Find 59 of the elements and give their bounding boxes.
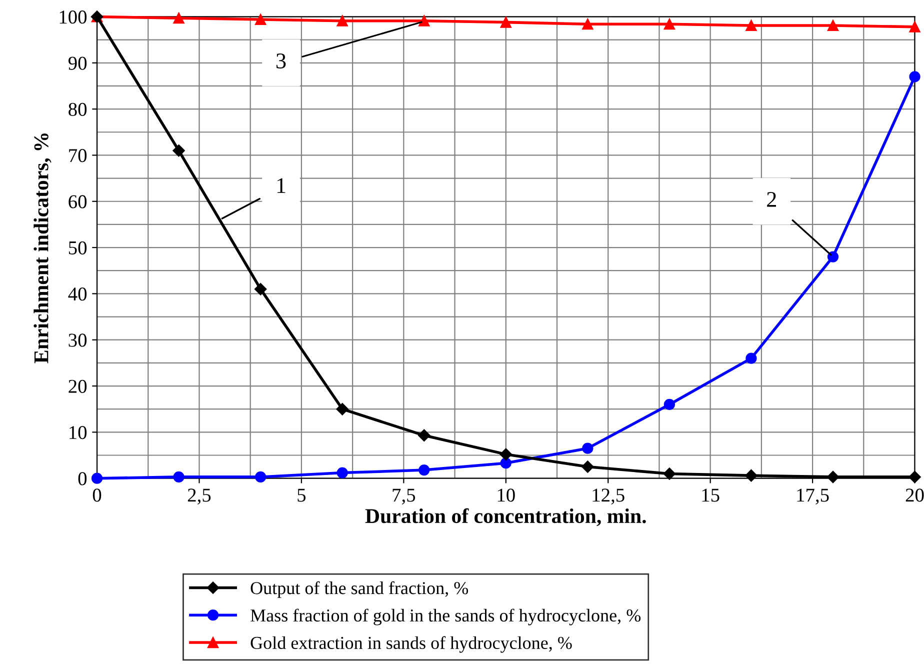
point <box>827 20 839 32</box>
point <box>255 14 266 26</box>
point <box>500 448 512 460</box>
y-tick-label: 20 <box>68 380 87 393</box>
point <box>173 12 184 24</box>
x-tick-label: 7,5 <box>392 488 416 505</box>
y-tick-label: 90 <box>68 56 87 70</box>
point <box>172 144 185 157</box>
y-tick-label: 100 <box>60 10 87 24</box>
legend-label: Mass fraction of gold in the sands of hydrocyclone, % <box>250 608 641 626</box>
point <box>418 15 430 26</box>
y-tick-label: 30 <box>68 334 87 347</box>
point <box>173 471 184 483</box>
x-tick-label: 12,5 <box>592 488 624 505</box>
point <box>91 472 103 484</box>
y-tick-label: 40 <box>68 288 87 301</box>
y-tick-label: 60 <box>68 195 87 208</box>
point <box>255 471 266 483</box>
point <box>336 402 348 416</box>
y-tick-label: 50 <box>68 241 87 254</box>
point <box>909 71 920 82</box>
x-tick-label: 10 <box>498 488 515 502</box>
point <box>582 18 594 30</box>
point <box>746 352 757 364</box>
point <box>418 429 430 442</box>
x-tick-label: 0 <box>92 488 102 502</box>
point <box>664 18 675 30</box>
point <box>582 442 594 454</box>
y-axis-title: Enrichment indicators, % <box>34 133 52 364</box>
x-tick-label: 15 <box>702 488 720 502</box>
point <box>336 15 348 26</box>
point <box>827 251 839 262</box>
point <box>500 458 512 469</box>
point <box>664 398 675 410</box>
y-tick-label: 80 <box>68 102 87 116</box>
point <box>909 21 920 32</box>
point <box>336 467 348 478</box>
legend-label: Gold extraction in sands of hydrocyclone, % <box>250 636 572 653</box>
annotation: 1 <box>277 178 286 193</box>
legend-label: Output of the sand fraction, % <box>250 581 468 598</box>
point <box>908 470 921 484</box>
point <box>582 460 594 473</box>
annotation: 3 <box>276 54 286 68</box>
x-tick-label: 2,5 <box>188 488 211 505</box>
annotation: 2 <box>767 192 776 207</box>
point <box>826 470 840 484</box>
y-tick-label: 0 <box>78 472 87 486</box>
y-tick-label: 10 <box>70 426 87 440</box>
point <box>663 468 676 480</box>
x-axis-title: Duration of concentration, min. <box>365 508 646 526</box>
x-tick-label: 5 <box>298 488 306 502</box>
point <box>746 20 757 32</box>
point <box>254 282 267 296</box>
y-tick-label: 70 <box>69 149 87 162</box>
point <box>500 16 512 28</box>
point <box>745 469 758 482</box>
x-tick-label: 17,5 <box>797 488 829 505</box>
point <box>418 464 430 476</box>
x-tick-label: 20 <box>906 488 924 502</box>
